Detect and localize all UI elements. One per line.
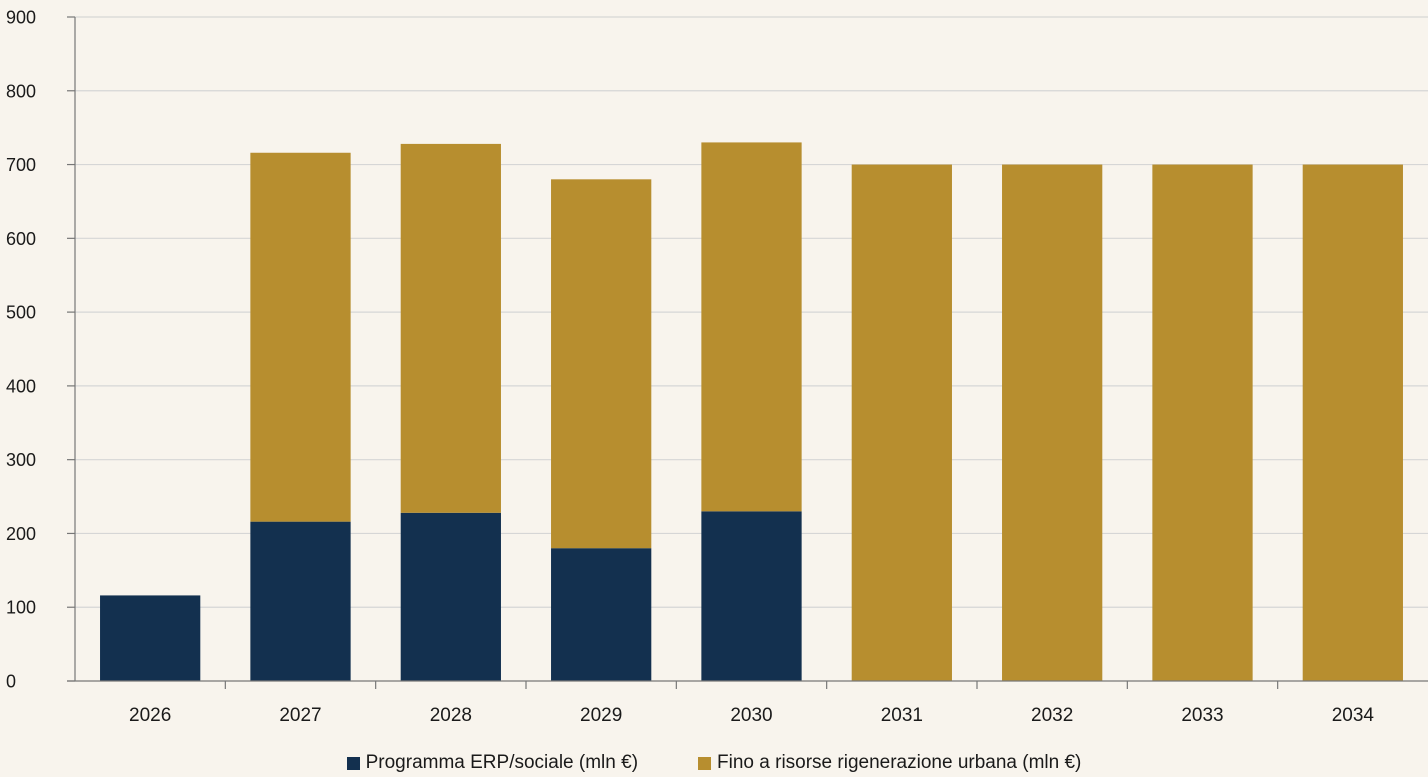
bar-2031-series-1 (851, 164, 952, 682)
bar-2027-series-1 (250, 152, 351, 522)
x-tick-label-2027: 2027 (279, 705, 321, 726)
legend-swatch-erp (346, 756, 360, 770)
x-tick-label-2026: 2026 (129, 705, 171, 726)
x-tick-label-2029: 2029 (580, 705, 622, 726)
axes (67, 17, 1428, 682)
legend: Programma ERP/sociale (mln €) Fino a ris… (0, 752, 1428, 774)
y-tick-label-800: 800 (6, 81, 36, 101)
bar-2030-series-1 (701, 142, 802, 512)
y-tick-label-0: 0 (6, 672, 16, 692)
y-tick-label-200: 200 (6, 524, 36, 544)
bar-2034-series-1 (1302, 164, 1403, 682)
bar-2028-series-0 (400, 512, 501, 681)
y-axis-ticks: 0 100 200 300 400 500 600 700 800 900 (6, 8, 75, 692)
x-tick-label-2033: 2033 (1181, 705, 1223, 726)
bar-2029-series-0 (551, 548, 652, 681)
legend-swatch-rigenerazione (698, 756, 712, 770)
bar-2028-series-1 (400, 143, 501, 513)
bar-2027-series-0 (250, 521, 351, 681)
legend-label-rigenerazione: Fino a risorse rigenerazione urbana (mln… (717, 752, 1082, 773)
bars (100, 142, 1403, 682)
x-tick-label-2030: 2030 (730, 705, 772, 726)
legend-label-erp: Programma ERP/sociale (mln €) (365, 752, 639, 773)
x-tick-label-2031: 2031 (881, 705, 923, 726)
legend-item-erp: Programma ERP/sociale (mln €) (346, 752, 639, 774)
y-tick-label-600: 600 (6, 229, 36, 249)
y-tick-label-400: 400 (6, 376, 36, 396)
bar-2032-series-1 (1002, 164, 1103, 682)
bar-2029-series-1 (551, 179, 652, 549)
bar-2026-series-0 (100, 595, 201, 681)
y-tick-label-500: 500 (6, 303, 36, 323)
y-tick-label-100: 100 (6, 598, 36, 618)
x-tick-label-2032: 2032 (1031, 705, 1073, 726)
bar-2030-series-0 (701, 511, 802, 681)
x-tick-label-2034: 2034 (1332, 705, 1375, 726)
y-tick-label-900: 900 (6, 8, 36, 28)
bar-2033-series-1 (1152, 164, 1253, 682)
y-tick-label-300: 300 (6, 450, 36, 470)
legend-item-rigenerazione: Fino a risorse rigenerazione urbana (mln… (698, 752, 1081, 774)
y-tick-label-700: 700 (6, 155, 36, 175)
x-tick-label-2028: 2028 (430, 705, 472, 726)
x-axis-ticks: 2026 2027 2028 2029 2030 2031 2032 2033 2034 (129, 681, 1374, 726)
